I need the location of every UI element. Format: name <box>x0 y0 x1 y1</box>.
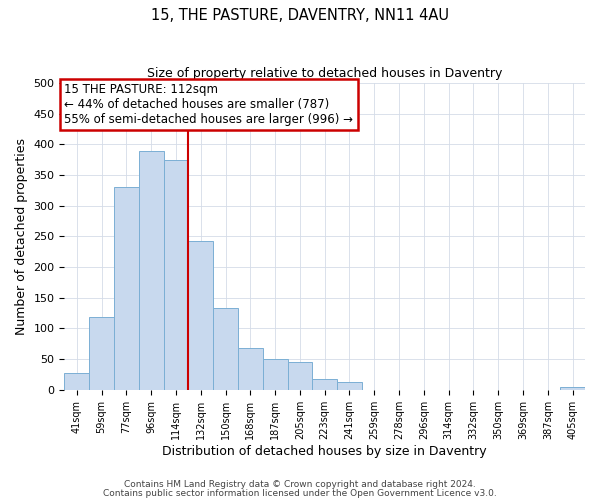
Bar <box>238 348 263 390</box>
Title: Size of property relative to detached houses in Daventry: Size of property relative to detached ho… <box>147 68 502 80</box>
Text: Contains HM Land Registry data © Crown copyright and database right 2024.: Contains HM Land Registry data © Crown c… <box>124 480 476 489</box>
Bar <box>287 362 313 390</box>
Text: 15 THE PASTURE: 112sqm
← 44% of detached houses are smaller (787)
55% of semi-de: 15 THE PASTURE: 112sqm ← 44% of detached… <box>64 83 353 126</box>
Bar <box>313 379 337 390</box>
Bar <box>164 160 188 390</box>
X-axis label: Distribution of detached houses by size in Daventry: Distribution of detached houses by size … <box>163 444 487 458</box>
Bar <box>337 382 362 390</box>
Bar <box>560 387 585 390</box>
Bar <box>213 308 238 390</box>
Bar <box>139 150 164 390</box>
Text: 15, THE PASTURE, DAVENTRY, NN11 4AU: 15, THE PASTURE, DAVENTRY, NN11 4AU <box>151 8 449 22</box>
Bar <box>188 242 213 390</box>
Text: Contains public sector information licensed under the Open Government Licence v3: Contains public sector information licen… <box>103 488 497 498</box>
Bar <box>263 359 287 390</box>
Y-axis label: Number of detached properties: Number of detached properties <box>15 138 28 335</box>
Bar <box>64 372 89 390</box>
Bar <box>114 188 139 390</box>
Bar <box>89 318 114 390</box>
